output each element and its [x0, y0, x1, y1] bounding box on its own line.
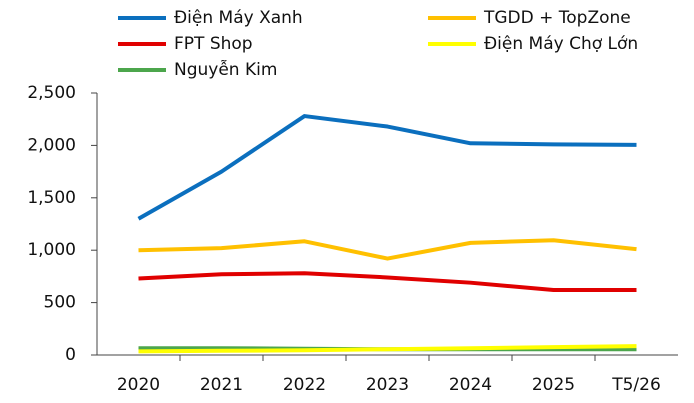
y-tick-label: 500 — [44, 293, 76, 313]
legend-label: FPT Shop — [174, 34, 253, 54]
legend-label: Điện Máy Chợ Lớn — [484, 34, 638, 54]
x-tick-label: T5/26 — [611, 375, 661, 395]
legend-label: TGDD + TopZone — [483, 8, 631, 28]
x-tick-label: 2022 — [283, 375, 326, 395]
series-line — [138, 344, 637, 354]
series-line — [137, 114, 637, 221]
y-tick-label: 0 — [65, 345, 76, 365]
legend-label: Điện Máy Xanh — [174, 8, 303, 28]
series-line — [138, 271, 637, 293]
x-tick-label: 2025 — [532, 375, 575, 395]
y-tick-label: 1,500 — [27, 188, 76, 208]
y-tick-label: 2,000 — [27, 135, 76, 155]
x-tick-label: 2024 — [449, 375, 492, 395]
series-line — [138, 238, 637, 261]
legend-label: Nguyễn Kim — [174, 59, 277, 80]
y-tick-label: 1,000 — [27, 240, 76, 260]
x-tick-label: 2021 — [200, 375, 243, 395]
x-tick-label: 2020 — [117, 375, 160, 395]
y-tick-label: 2,500 — [27, 83, 76, 103]
x-tick-label: 2023 — [366, 375, 409, 395]
